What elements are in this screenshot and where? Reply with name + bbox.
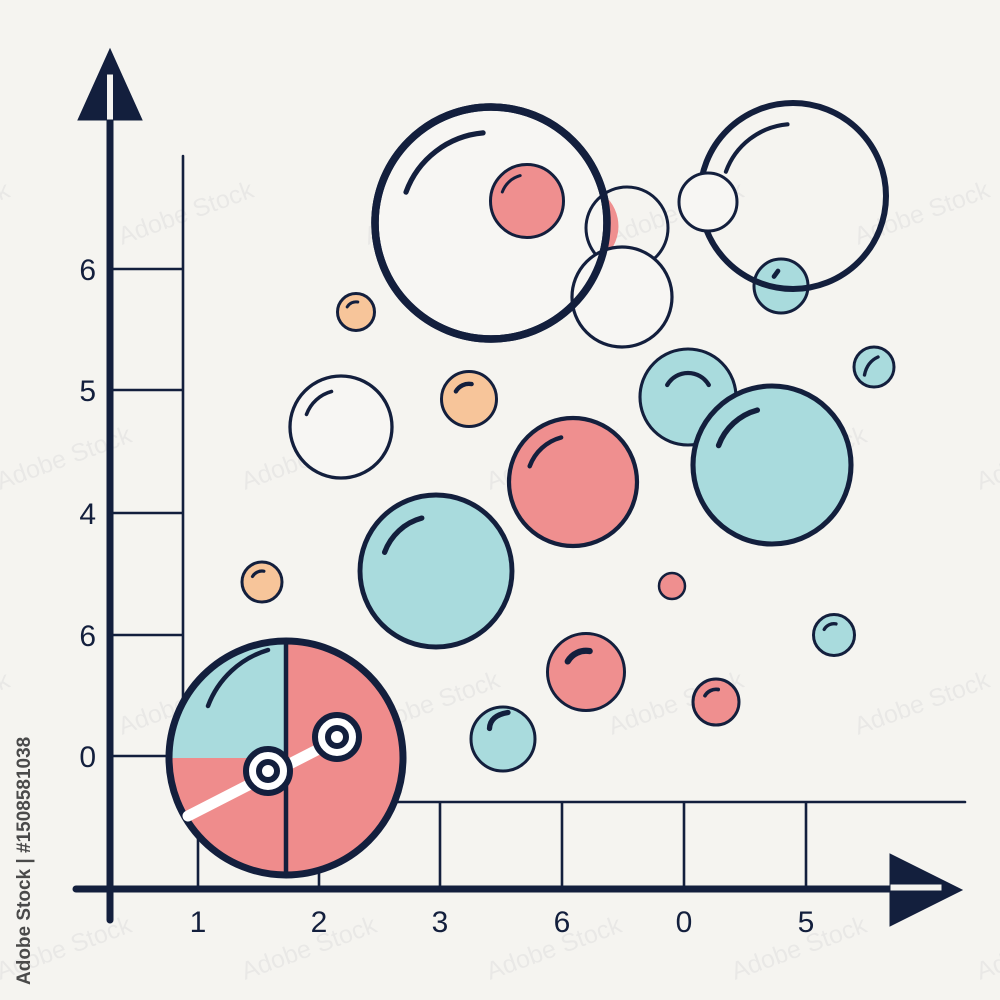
svg-text:5: 5 bbox=[79, 375, 96, 408]
svg-text:Adobe Stock | #1508581038: Adobe Stock | #1508581038 bbox=[14, 737, 35, 985]
svg-text:3: 3 bbox=[432, 906, 449, 939]
svg-text:0: 0 bbox=[676, 906, 693, 939]
svg-text:0: 0 bbox=[79, 741, 96, 774]
svg-text:4: 4 bbox=[79, 498, 96, 531]
svg-text:5: 5 bbox=[798, 906, 815, 939]
svg-text:2: 2 bbox=[311, 906, 328, 939]
svg-text:1: 1 bbox=[190, 906, 207, 939]
svg-text:6: 6 bbox=[79, 620, 96, 653]
svg-text:6: 6 bbox=[554, 906, 571, 939]
svg-text:6: 6 bbox=[79, 254, 96, 287]
